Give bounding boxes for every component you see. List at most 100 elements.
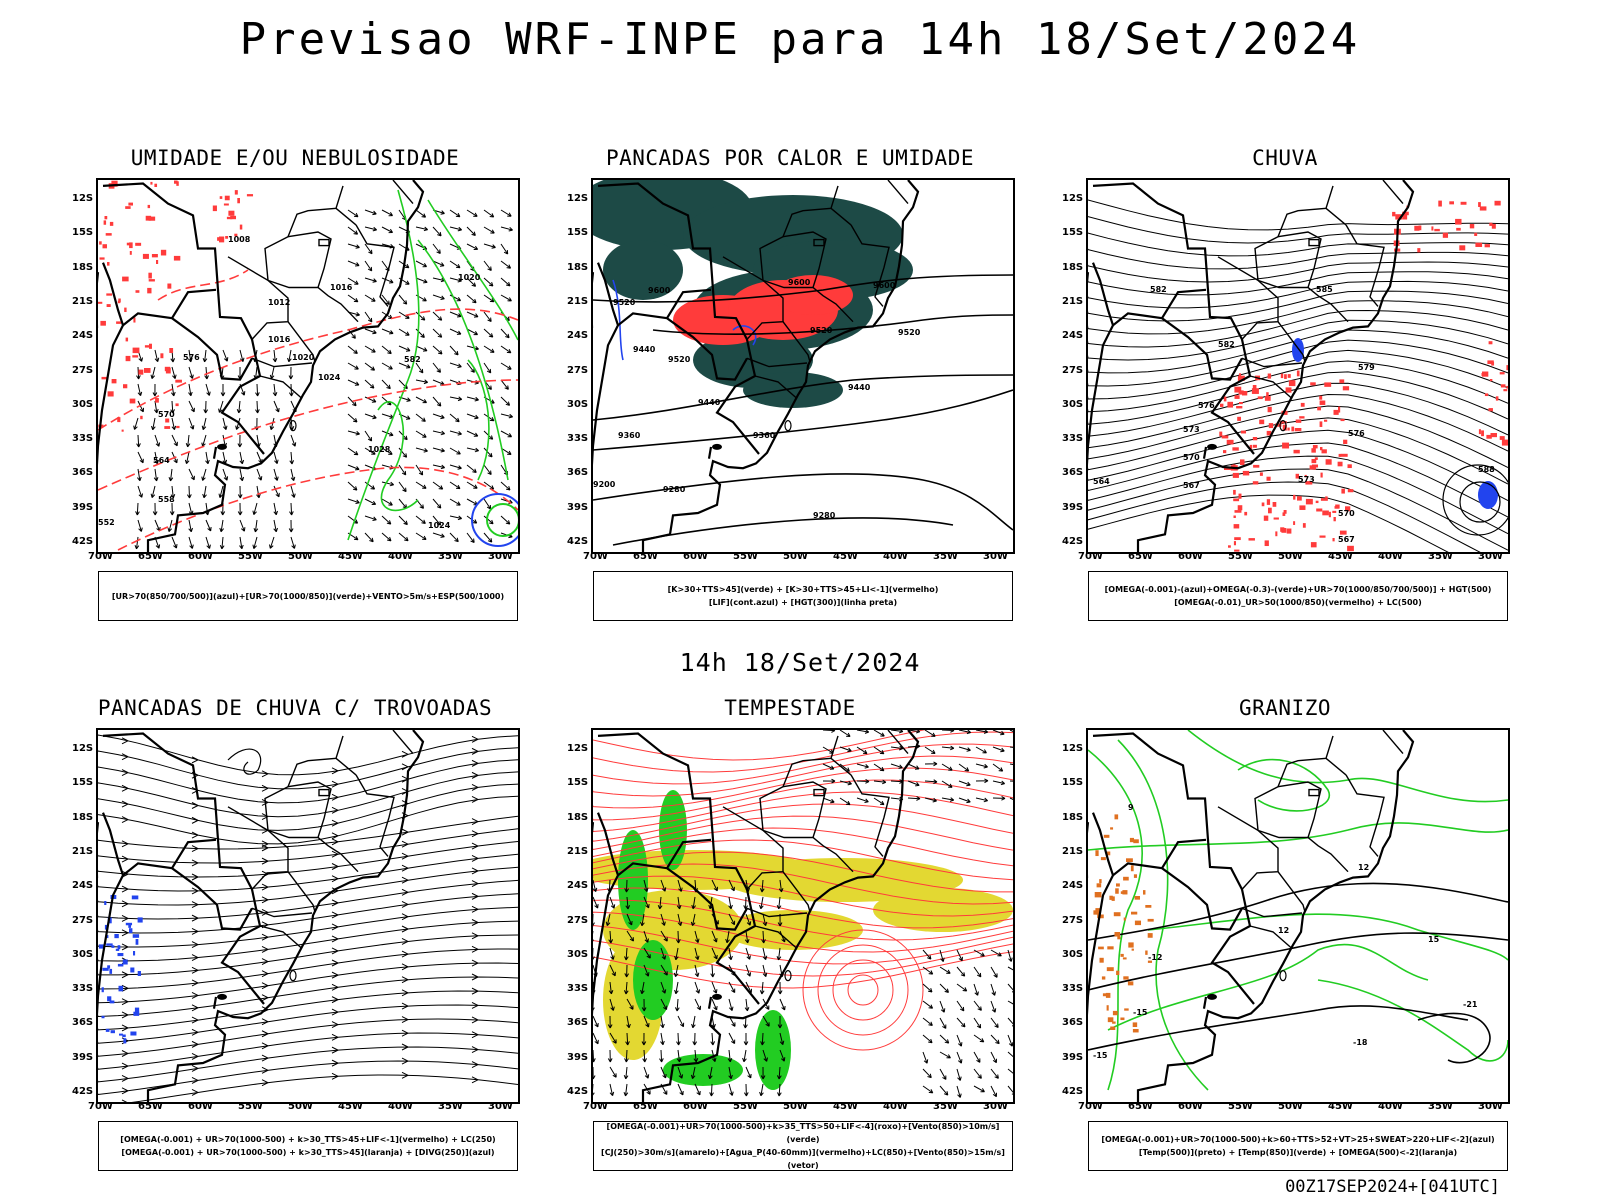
- contour-label: 9: [1128, 803, 1134, 812]
- wind-arrow: [364, 243, 373, 255]
- wind-arrow: [609, 896, 616, 909]
- wind-arrow: [728, 896, 733, 910]
- rain-red-dot: [1233, 541, 1237, 546]
- wind-arrow: [609, 1066, 617, 1078]
- lat-tick-label: 30S: [72, 398, 94, 410]
- wind-arrow: [1009, 746, 1013, 748]
- omega-orange-dot: [1127, 981, 1134, 986]
- wind-arrow: [415, 447, 428, 453]
- wind-arrow: [415, 532, 427, 540]
- contour-label: 582: [404, 355, 421, 364]
- wind-arrow: [626, 930, 634, 942]
- stream-arrow: [191, 979, 199, 987]
- wind-arrow: [415, 515, 426, 524]
- rain-red-dot: [1234, 386, 1242, 393]
- humidity-red-dot: [173, 255, 181, 261]
- rain-red-dot: [1282, 442, 1290, 449]
- rain-red-dot: [1282, 424, 1287, 431]
- rain-red-dot: [1459, 245, 1466, 251]
- wind-arrow: [449, 294, 462, 302]
- wind-arrow: [466, 498, 478, 506]
- rain-red-dot: [1392, 211, 1396, 217]
- wind-arrow: [381, 362, 393, 370]
- panel-title: GRANIZO: [1238, 696, 1331, 720]
- wind-arrow: [660, 913, 666, 926]
- stream-arrow: [471, 842, 479, 850]
- stream-arrow: [471, 1016, 479, 1024]
- stream-arrow: [471, 1031, 479, 1039]
- rain-red-dot: [1474, 232, 1478, 236]
- wind-green-patch: [755, 1010, 791, 1090]
- lat-tick-label: 12S: [1062, 193, 1084, 204]
- wind-arrow: [958, 780, 971, 787]
- wind-arrow: [593, 948, 595, 960]
- border-line: [754, 925, 798, 950]
- legend-line-2: [Temp(500)](preto) + [Temp(850)](verde) …: [1138, 1148, 1458, 1157]
- contour-line: [98, 379, 518, 491]
- rain-red-dot: [1234, 395, 1240, 399]
- rain-red-dot: [1339, 379, 1345, 384]
- rain-red-dot: [1417, 248, 1421, 253]
- wind-green-patch: [663, 1054, 743, 1086]
- wind-arrow: [415, 430, 427, 438]
- legend-line-1: [OMEGA(-0.001)+UR>70(1000-500)+k>35_TTS>…: [606, 1122, 1000, 1144]
- wind-arrow: [675, 930, 681, 944]
- lat-tick-label: 21S: [567, 845, 589, 857]
- wind-arrow: [941, 780, 953, 788]
- streamline: [98, 795, 518, 845]
- map-canvas: [593, 730, 1013, 1102]
- wind-arrow: [288, 366, 294, 380]
- streamline: [593, 839, 1013, 881]
- contour-line: [347, 189, 420, 541]
- contour-line: [1088, 1005, 1469, 1051]
- wind-arrow: [449, 362, 462, 368]
- border-line: [212, 996, 218, 1009]
- rain-red-dot: [1343, 439, 1348, 445]
- low-pressure: [1459, 481, 1501, 523]
- stream-arrow: [471, 987, 479, 995]
- lat-tick-label: 12S: [1062, 743, 1084, 754]
- omega-orange-dot: [1145, 905, 1152, 908]
- omega-orange-dot: [1120, 1017, 1125, 1021]
- wind-arrow: [609, 947, 615, 960]
- lat-tick-label: 24S: [567, 330, 589, 342]
- wind-arrow: [290, 468, 296, 482]
- stream-arrow: [471, 1061, 479, 1069]
- humidity-red-dot: [129, 242, 133, 249]
- wind-arrow: [728, 1083, 734, 1096]
- rain-red-dot: [1491, 223, 1496, 229]
- wind-arrow: [657, 896, 663, 910]
- wind-arrow: [415, 209, 427, 218]
- border-line: [782, 231, 827, 288]
- legend-line-1: [UR>70(850/700/500)](azul)+[UR>70(1000/8…: [111, 591, 505, 601]
- rain-red-dot: [1342, 386, 1350, 391]
- lat-tick-label: 21S: [1062, 845, 1084, 857]
- border-line: [782, 321, 811, 363]
- streamline: [1088, 290, 1508, 322]
- panel-title: PANCADAS POR CALOR E UMIDADE: [605, 146, 974, 170]
- wind-vectors: [922, 949, 1013, 1098]
- contour-label: 9600: [788, 278, 811, 287]
- rain-red-dot: [1283, 510, 1287, 514]
- divergence-blue-dot: [111, 945, 115, 948]
- contour-label: 576: [183, 353, 200, 362]
- forecast-time-label: 14h 18/Set/2024: [679, 648, 921, 677]
- lat-tick-label: 15S: [567, 227, 589, 239]
- border-line: [355, 224, 395, 307]
- streamline: [98, 759, 518, 804]
- lat-tick-label: 27S: [72, 364, 94, 376]
- wind-arrow: [709, 1083, 714, 1097]
- streamline: [98, 962, 518, 1004]
- rain-red: [1219, 370, 1354, 552]
- wind-arrow: [623, 1083, 629, 1097]
- wind-arrow: [659, 1049, 664, 1063]
- lon-tick-label: 60W: [188, 1101, 213, 1112]
- wind-arrow: [1007, 1085, 1013, 1095]
- wind-arrow: [941, 797, 955, 802]
- lon-tick-label: 50W: [288, 1101, 313, 1112]
- geography: [98, 180, 425, 552]
- divergence-blue-dot: [118, 985, 124, 992]
- humidity-red-dot: [175, 379, 182, 383]
- streamline: [98, 1004, 518, 1044]
- wind-arrow: [500, 277, 511, 287]
